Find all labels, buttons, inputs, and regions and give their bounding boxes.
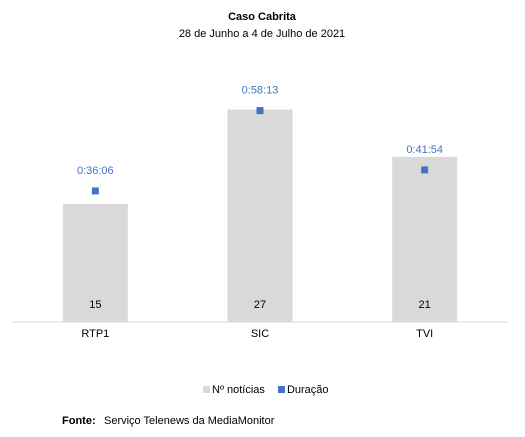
x-tick-label: TVI bbox=[416, 328, 433, 340]
bar-value-label: 27 bbox=[254, 299, 266, 311]
legend-swatch bbox=[277, 386, 285, 393]
chart-subtitle: 28 de Junho a 4 de Julho de 2021 bbox=[179, 28, 345, 40]
source: Serviço Telenews da MediaMonitor bbox=[104, 415, 275, 427]
legend-swatch bbox=[203, 386, 210, 393]
source-label: Fonte: bbox=[62, 415, 96, 427]
duration-label: 0:36:06 bbox=[77, 165, 114, 177]
legend-label: Nº notícias bbox=[212, 384, 265, 396]
duration-marker bbox=[421, 166, 429, 174]
legend-label: Duração bbox=[287, 384, 329, 396]
bar bbox=[227, 109, 293, 322]
chart-title: Caso Cabrita bbox=[228, 11, 297, 23]
duration-label: 0:41:54 bbox=[406, 144, 443, 156]
bar bbox=[62, 204, 128, 322]
duration-label: 0:58:13 bbox=[242, 85, 279, 97]
x-tick-label: SIC bbox=[251, 328, 269, 340]
duration-marker bbox=[91, 187, 99, 195]
x-tick-label: RTP1 bbox=[81, 328, 109, 340]
bar-value-label: 15 bbox=[89, 299, 101, 311]
bar-value-label: 21 bbox=[419, 299, 431, 311]
duration-marker bbox=[256, 107, 264, 115]
bar bbox=[392, 156, 458, 322]
